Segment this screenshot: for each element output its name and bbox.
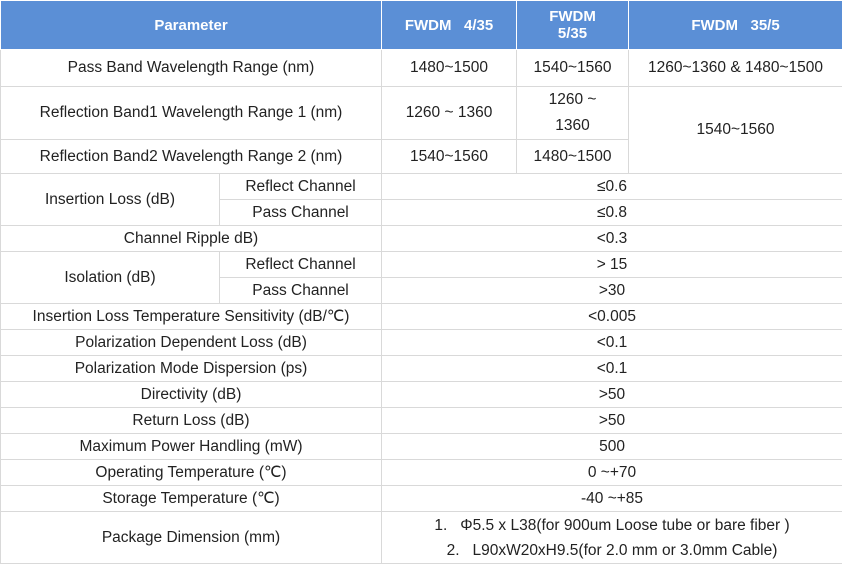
table-row-operating-temp: Operating Temperature (℃) 0 ~+70 <box>0 459 842 486</box>
table-row-insertion-loss-pass: Pass Channel ≤0.8 <box>1 199 842 226</box>
header-row: Parameter FWDM 4/35 FWDM 5/35 FWDM 35/5 <box>0 0 842 50</box>
isolation-pass-value: >30 <box>381 277 842 304</box>
reflection-band-value-3: 1540~1560 <box>628 86 842 174</box>
reflection-band1-value-2: 1260 ~ 1360 <box>516 86 630 140</box>
header-fwdm-5-35-line2: 5/35 <box>557 25 588 42</box>
pass-band-value-3: 1260~1360 & 1480~1500 <box>628 49 842 87</box>
table-row-insertion-loss-reflect: Insertion Loss (dB) Reflect Channel ≤0.6 <box>0 173 842 226</box>
return-loss-label: Return Loss (dB) <box>0 407 383 434</box>
return-loss-value: >50 <box>381 407 842 434</box>
max-power-label: Maximum Power Handling (mW) <box>0 433 383 460</box>
pmd-value: <0.1 <box>381 355 842 382</box>
table-row-storage-temp: Storage Temperature (℃) -40 ~+85 <box>0 485 842 512</box>
table-row-pdl: Polarization Dependent Loss (dB) <0.1 <box>0 329 842 356</box>
package-item-1: 1. Φ5.5 x L38(for 900um Loose tube or ba… <box>434 516 790 534</box>
insertion-loss-pass-label: Pass Channel <box>218 199 383 226</box>
reflection-band1-value-2-line1: 1260 ~ <box>548 91 597 108</box>
header-parameter: Parameter <box>0 0 383 50</box>
reflection-band2-value-2: 1480~1500 <box>516 139 630 174</box>
table-row-isolation-pass: Pass Channel >30 <box>1 277 842 304</box>
reflection-band2-value-1: 1540~1560 <box>381 139 518 174</box>
reflection-band1-value-2-line2: 1360 <box>555 117 590 134</box>
table-row-package: Package Dimension (mm) 1. Φ5.5 x L38(for… <box>0 511 842 564</box>
pdl-label: Polarization Dependent Loss (dB) <box>0 329 383 356</box>
storage-temp-label: Storage Temperature (℃) <box>0 485 383 512</box>
package-value-list: 1. Φ5.5 x L38(for 900um Loose tube or ba… <box>381 511 842 564</box>
table-row-il-temp-sensitivity: Insertion Loss Temperature Sensitivity (… <box>0 303 842 330</box>
operating-temp-value: 0 ~+70 <box>381 459 842 486</box>
table-row-reflection-band2: Reflection Band2 Wavelength Range 2 (nm)… <box>0 139 842 174</box>
isolation-label: Isolation (dB) <box>0 251 220 304</box>
reflection-band1-label: Reflection Band1 Wavelength Range 1 (nm) <box>0 86 383 140</box>
table-row-pmd: Polarization Mode Dispersion (ps) <0.1 <box>0 355 842 382</box>
directivity-label: Directivity (dB) <box>0 381 383 408</box>
pass-band-label: Pass Band Wavelength Range (nm) <box>0 49 383 87</box>
table-row-reflection-band1: Reflection Band1 Wavelength Range 1 (nm)… <box>0 86 842 174</box>
insertion-loss-pass-value: ≤0.8 <box>381 199 842 226</box>
header-fwdm-35-5: FWDM 35/5 <box>628 0 842 50</box>
il-temp-sensitivity-label: Insertion Loss Temperature Sensitivity (… <box>0 303 383 330</box>
reflection-band2-label: Reflection Band2 Wavelength Range 2 (nm) <box>0 139 383 174</box>
channel-ripple-label: Channel Ripple dB) <box>0 225 383 252</box>
table-row-return-loss: Return Loss (dB) >50 <box>0 407 842 434</box>
table-row-channel-ripple: Channel Ripple dB) <0.3 <box>0 225 842 252</box>
isolation-reflect-label: Reflect Channel <box>218 251 383 278</box>
channel-ripple-value: <0.3 <box>381 225 842 252</box>
pass-band-value-2: 1540~1560 <box>516 49 630 87</box>
max-power-value: 500 <box>381 433 842 460</box>
pass-band-value-1: 1480~1500 <box>381 49 518 87</box>
directivity-value: >50 <box>381 381 842 408</box>
header-fwdm-5-35-line1: FWDM <box>549 8 596 25</box>
reflection-band1-value-1: 1260 ~ 1360 <box>381 86 518 140</box>
package-label: Package Dimension (mm) <box>0 511 383 564</box>
insertion-loss-reflect-value: ≤0.6 <box>381 173 842 200</box>
pdl-value: <0.1 <box>381 329 842 356</box>
table-row-pass-band: Pass Band Wavelength Range (nm) 1480~150… <box>0 49 842 87</box>
table-row-directivity: Directivity (dB) >50 <box>0 381 842 408</box>
operating-temp-label: Operating Temperature (℃) <box>0 459 383 486</box>
header-fwdm-4-35: FWDM 4/35 <box>381 0 518 50</box>
header-fwdm-5-35: FWDM 5/35 <box>516 0 630 50</box>
isolation-pass-label: Pass Channel <box>218 277 383 304</box>
table-row-max-power: Maximum Power Handling (mW) 500 <box>0 433 842 460</box>
il-temp-sensitivity-value: <0.005 <box>381 303 842 330</box>
table-row-isolation-reflect: Isolation (dB) Reflect Channel > 15 <box>0 251 842 304</box>
pmd-label: Polarization Mode Dispersion (ps) <box>0 355 383 382</box>
package-item-2: 2. L90xW20xH9.5(for 2.0 mm or 3.0mm Cabl… <box>446 541 778 559</box>
storage-temp-value: -40 ~+85 <box>381 485 842 512</box>
isolation-reflect-value: > 15 <box>381 251 842 278</box>
insertion-loss-label: Insertion Loss (dB) <box>0 173 220 226</box>
insertion-loss-reflect-label: Reflect Channel <box>218 173 383 200</box>
